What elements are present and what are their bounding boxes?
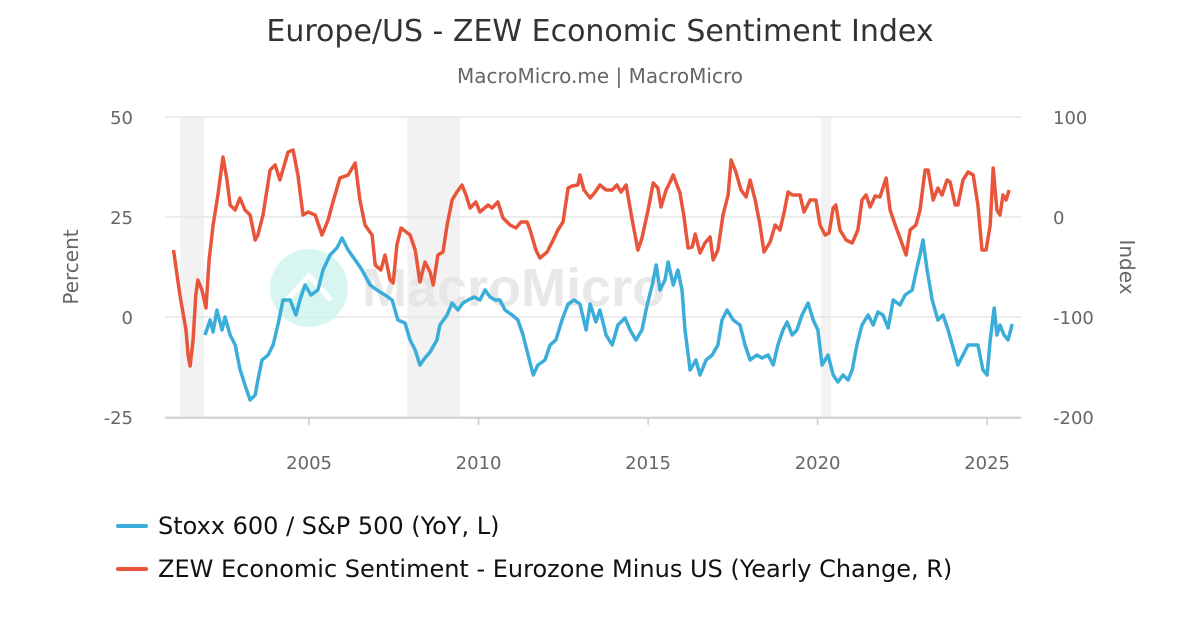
series-line-zew: [171, 148, 1011, 368]
chart-subtitle: MacroMicro.me | MacroMicro: [457, 64, 743, 88]
legend-item-zew[interactable]: ZEW Economic Sentiment - Eurozone Minus …: [116, 555, 952, 583]
y-left-axis-label: Percent: [59, 229, 83, 304]
x-tick-label: 2025: [964, 453, 1010, 474]
x-tick-label: 2010: [456, 453, 502, 474]
y-left-tick-label: 25: [110, 208, 133, 229]
series-line-stoxx: [203, 236, 1014, 402]
legend-label: Stoxx 600 / S&P 500 (YoY, L): [158, 512, 500, 540]
y-right-tick-label: 100: [1053, 108, 1087, 129]
y-right-tick-label: -100: [1053, 308, 1094, 329]
legend-swatch: [116, 567, 148, 571]
legend-item-stoxx[interactable]: Stoxx 600 / S&P 500 (YoY, L): [116, 512, 499, 540]
watermark-logo: MacroMicro: [270, 249, 665, 327]
chart-title: Europe/US - ZEW Economic Sentiment Index: [266, 14, 934, 49]
legend-label: ZEW Economic Sentiment - Eurozone Minus …: [158, 555, 953, 583]
y-right-axis-label: Index: [1115, 239, 1139, 294]
x-tick-label: 2005: [286, 453, 332, 474]
watermark-text: MacroMicro: [362, 258, 665, 318]
x-tick-label: 2015: [625, 453, 671, 474]
y-right-tick-label: -200: [1053, 408, 1094, 429]
y-left-tick-label: 0: [122, 308, 133, 329]
y-right-tick-label: 0: [1053, 208, 1064, 229]
recession-band: [820, 117, 832, 417]
legend-swatch: [116, 524, 148, 528]
x-tick-label: 2020: [795, 453, 841, 474]
recession-band: [180, 117, 204, 417]
y-left-tick-label: 50: [110, 108, 133, 129]
y-left-tick-label: -25: [104, 408, 133, 429]
